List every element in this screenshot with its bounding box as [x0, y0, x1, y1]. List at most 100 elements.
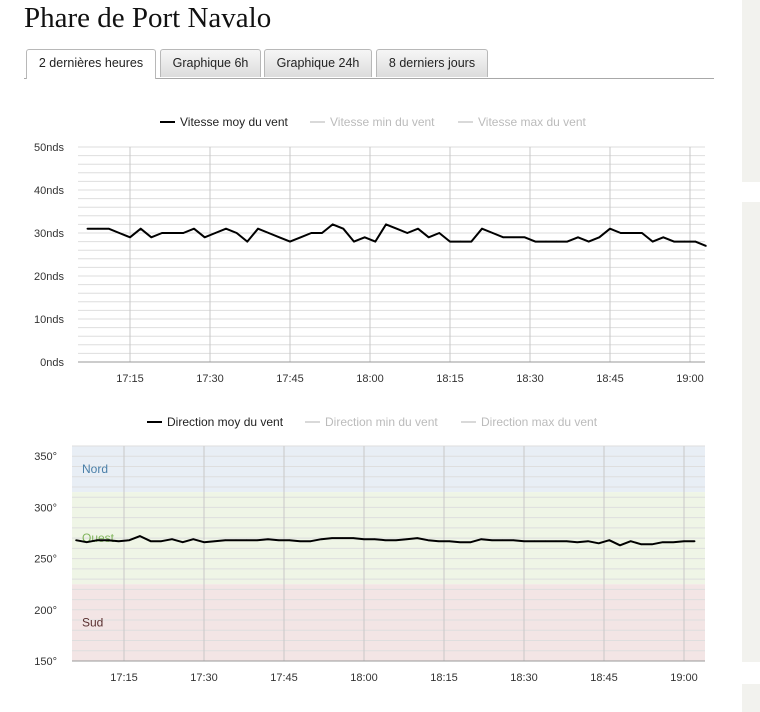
- data-point: [363, 538, 365, 540]
- data-point: [694, 240, 697, 243]
- data-point: [384, 539, 387, 541]
- data-point: [651, 543, 653, 546]
- legend-item: Vitesse min du vent: [330, 115, 435, 129]
- sidebar-panel: [742, 202, 760, 662]
- legend-item: Vitesse max du vent: [478, 115, 587, 129]
- data-point: [129, 236, 131, 239]
- data-point: [171, 232, 174, 234]
- wind-speed-chart: 0nds 10nds 20nds 30nds 40nds 50nds 17:15 17:30 1…: [34, 115, 707, 385]
- data-point: [629, 540, 632, 543]
- data-point: [513, 236, 515, 239]
- data-point: [107, 539, 109, 541]
- data-point: [321, 232, 323, 234]
- data-point: [470, 240, 473, 243]
- x-tick-label: 18:45: [590, 672, 618, 684]
- data-point: [309, 540, 312, 543]
- data-point: [97, 227, 99, 230]
- x-tick-label: 17:30: [190, 672, 218, 684]
- data-point: [512, 539, 515, 541]
- data-point: [395, 227, 398, 230]
- data-point: [267, 232, 270, 234]
- zone-label-sud: Sud: [82, 616, 103, 630]
- data-point: [117, 540, 120, 543]
- y-tick-label: 20nds: [34, 271, 64, 283]
- data-point: [246, 240, 249, 243]
- x-tick-label: 18:00: [350, 672, 378, 684]
- data-point: [235, 232, 238, 234]
- x-tick-label: 17:30: [196, 373, 224, 385]
- y-tick-label: 250°: [34, 554, 57, 566]
- zone-label-nord: Nord: [82, 462, 108, 476]
- data-point: [341, 537, 344, 539]
- data-point: [363, 236, 366, 239]
- data-point: [213, 540, 216, 543]
- data-point: [310, 232, 313, 234]
- series-line: [87, 223, 707, 247]
- x-tick-label: 17:45: [276, 373, 304, 385]
- data-point: [427, 539, 429, 541]
- data-point: [181, 541, 184, 544]
- data-point: [160, 540, 163, 543]
- data-point: [523, 236, 526, 239]
- legend-item: Direction max du vent: [481, 415, 598, 429]
- data-point: [576, 541, 579, 544]
- y-tick-label: 30nds: [34, 228, 64, 240]
- data-point: [320, 538, 323, 540]
- data-point: [289, 240, 291, 243]
- tab-graphique-24h[interactable]: Graphique 24h: [264, 49, 372, 77]
- data-point: [352, 537, 355, 539]
- data-point: [598, 236, 601, 239]
- legend-item: Direction min du vent: [325, 415, 438, 429]
- data-point: [491, 539, 493, 541]
- data-point: [203, 236, 206, 239]
- data-point: [545, 240, 547, 243]
- main-content: Phare de Port Navalo 2 dernières heures …: [24, 2, 714, 684]
- data-point: [107, 227, 110, 230]
- x-tick-label: 19:00: [676, 373, 704, 385]
- data-point: [139, 535, 141, 537]
- data-point: [565, 540, 568, 543]
- x-tick-label: 18:15: [436, 373, 464, 385]
- data-point: [449, 240, 451, 243]
- data-point: [257, 227, 259, 230]
- data-point: [673, 240, 675, 243]
- data-point: [118, 232, 121, 234]
- data-point: [609, 227, 611, 230]
- x-tick-label: 18:45: [596, 373, 624, 385]
- legend-item: Vitesse moy du vent: [180, 115, 289, 129]
- data-point: [672, 541, 675, 544]
- x-tick-label: 18:00: [356, 373, 384, 385]
- data-point: [577, 236, 579, 239]
- data-point: [193, 227, 195, 230]
- x-tick-label: 18:30: [516, 373, 544, 385]
- data-point: [459, 240, 462, 243]
- data-point: [693, 540, 696, 543]
- tab-2-dernieres-heures[interactable]: 2 dernières heures: [26, 49, 156, 79]
- tab-graphique-6h[interactable]: Graphique 6h: [160, 49, 261, 77]
- data-point: [267, 538, 269, 540]
- data-point: [469, 541, 472, 544]
- tab-8-derniers-jours[interactable]: 8 derniers jours: [376, 49, 488, 77]
- y-tick-label: 150°: [34, 656, 57, 668]
- data-point: [587, 240, 590, 243]
- x-tick-label: 19:00: [670, 672, 698, 684]
- data-point: [608, 539, 611, 541]
- data-point: [86, 227, 89, 230]
- data-point: [128, 539, 131, 541]
- x-tick-label: 18:15: [430, 672, 458, 684]
- data-point: [491, 232, 494, 234]
- data-point: [534, 240, 537, 243]
- data-point: [182, 232, 185, 234]
- y-tick-label: 350°: [34, 451, 57, 463]
- legend-item: Direction moy du vent: [167, 415, 284, 429]
- y-tick-label: 200°: [34, 605, 57, 617]
- data-point: [566, 240, 569, 243]
- y-tick-label: 10nds: [34, 314, 64, 326]
- data-point: [342, 227, 345, 230]
- data-point: [619, 232, 622, 234]
- data-point: [438, 232, 441, 234]
- data-point: [278, 236, 281, 239]
- data-point: [523, 540, 525, 543]
- data-point: [192, 538, 195, 540]
